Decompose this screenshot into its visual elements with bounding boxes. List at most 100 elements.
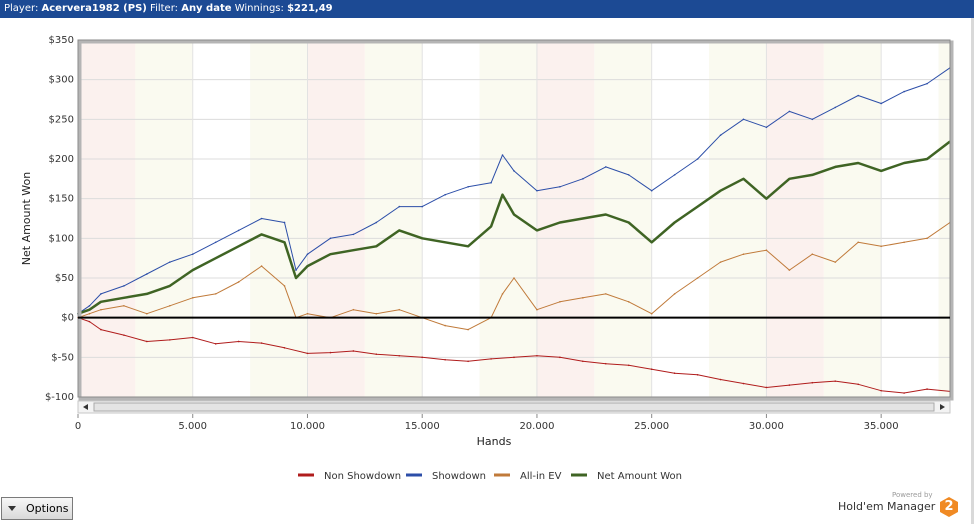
data-point (926, 82, 928, 85)
data-point (719, 378, 722, 381)
data-point (582, 178, 584, 180)
x-tick-label: 15.000 (405, 421, 440, 432)
data-point (627, 174, 630, 176)
data-point (513, 213, 515, 216)
data-point (329, 237, 332, 240)
data-point (673, 174, 676, 176)
x-tick-label: 35.000 (864, 421, 899, 432)
data-point (398, 354, 401, 357)
data-point (237, 281, 240, 283)
data-point (306, 253, 309, 255)
data-point (329, 253, 332, 255)
data-point (352, 350, 355, 352)
data-point (421, 356, 424, 359)
data-point (926, 388, 928, 390)
y-tick-label: $50 (55, 273, 74, 284)
data-point (834, 380, 837, 382)
data-point (306, 312, 309, 315)
horizontal-scrollbar[interactable] (77, 400, 951, 414)
data-point (168, 285, 171, 287)
brand-name: Hold'em Manager (838, 500, 936, 513)
y-tick-label: $0 (61, 313, 74, 324)
data-point (191, 253, 194, 255)
data-point (237, 245, 240, 248)
data-point (100, 308, 102, 311)
data-point (398, 229, 401, 232)
brand-logo-icon: 2 (940, 497, 958, 517)
data-point (559, 221, 561, 224)
y-tick-label: $200 (49, 154, 74, 165)
data-point (490, 182, 492, 184)
series-line-non-showdown (77, 317, 951, 394)
data-point (673, 372, 676, 375)
data-point (295, 269, 297, 271)
data-point (88, 312, 91, 315)
data-point (398, 308, 401, 311)
data-point (444, 358, 446, 361)
data-point (444, 241, 446, 244)
data-point (696, 373, 699, 376)
y-tick-label: $-50 (51, 352, 74, 363)
axes: $-100 $-50 $0 $50 $100 $150 $200 $250 $300 $350 0 5… (20, 35, 954, 448)
data-point (811, 253, 814, 255)
data-point (329, 351, 332, 354)
data-point (788, 269, 791, 271)
data-point (880, 389, 882, 392)
data-point (168, 339, 171, 341)
data-point (604, 362, 607, 365)
data-point (627, 301, 630, 303)
data-point (811, 174, 814, 176)
chevron-down-icon (8, 506, 16, 511)
data-point (719, 189, 722, 192)
data-point (673, 293, 676, 295)
data-point (604, 213, 607, 216)
data-point (214, 293, 217, 295)
legend-label: Net Amount Won (597, 471, 682, 482)
data-point (811, 381, 814, 384)
background-band (364, 40, 423, 397)
legend: Non Showdown Showdown All-in EV Net Amount … (298, 471, 682, 482)
data-point (467, 185, 469, 188)
data-point (421, 205, 424, 208)
data-point (536, 308, 538, 311)
data-point (260, 217, 263, 220)
data-point (88, 304, 91, 307)
data-point (283, 347, 286, 349)
chart-header-bar: Player: Acervera1982 (PS) Filter: Any da… (0, 0, 974, 18)
data-point (375, 221, 378, 224)
x-tick-label: 5.000 (178, 421, 207, 432)
data-point (283, 221, 286, 224)
y-tick-label: $-100 (45, 392, 74, 403)
scroll-left-icon (83, 404, 88, 410)
data-point (742, 253, 745, 255)
data-point (765, 249, 768, 252)
x-tick-label: 10.000 (290, 421, 325, 432)
data-point (214, 343, 217, 345)
data-point (123, 304, 125, 307)
x-tick-label: 20.000 (519, 421, 554, 432)
filter-label: Filter: (150, 3, 179, 14)
background-band (250, 40, 308, 397)
data-point (260, 265, 263, 267)
series-lines (77, 66, 951, 394)
x-tick-label: 25.000 (634, 421, 669, 432)
options-button[interactable]: Options (1, 497, 73, 520)
data-point (146, 312, 148, 315)
data-point (88, 320, 91, 323)
data-point (168, 304, 171, 307)
data-point (513, 356, 515, 359)
data-point (559, 356, 561, 359)
y-axis-title: Net Amount Won (20, 172, 33, 265)
data-point (627, 221, 630, 224)
data-point (501, 193, 504, 196)
data-point (650, 368, 653, 371)
plot-border (77, 39, 951, 398)
data-point (237, 229, 240, 232)
data-point (352, 233, 355, 236)
data-point (146, 293, 148, 295)
data-point (123, 285, 125, 287)
data-point (536, 229, 538, 232)
background-band (709, 40, 767, 397)
data-point (696, 158, 699, 160)
data-point (444, 193, 446, 196)
